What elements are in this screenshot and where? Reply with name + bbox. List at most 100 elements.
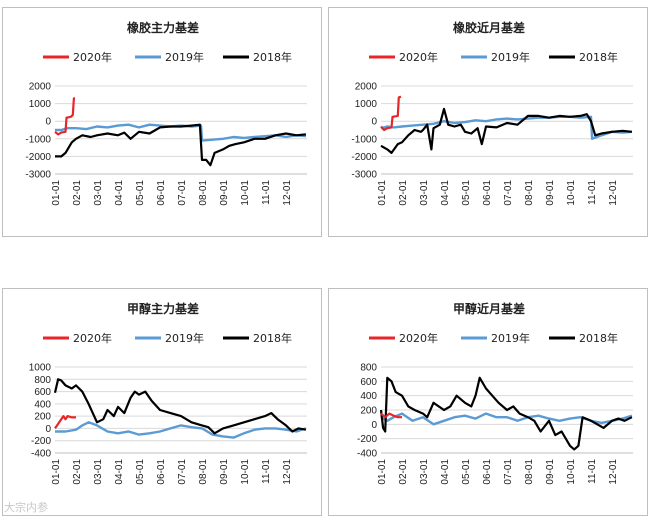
x-tick-label: 08-01 (198, 459, 209, 485)
y-tick-label: -400 (31, 449, 51, 460)
chart-svg: 橡胶近月基差 2020年 2019年 2018年 2000 1000 0 -1000 -2000… (351, 20, 633, 206)
x-tick-label: 06-01 (156, 459, 167, 485)
x-tick-label: 11-01 (261, 459, 272, 484)
y-tick-label: 0 (371, 117, 377, 128)
y-tick-label: -1000 (351, 134, 377, 145)
series-line (55, 421, 307, 439)
y-tick-label: 0 (45, 424, 51, 435)
y-tick-label: 600 (34, 387, 51, 398)
x-tick-label: 04-01 (440, 180, 451, 206)
series-line (54, 97, 75, 136)
x-tick-label: 01-01 (51, 459, 62, 485)
x-tick-label: 03-01 (419, 459, 430, 485)
x-tick-label: 07-01 (177, 180, 188, 206)
x-tick-label: 05-01 (135, 459, 146, 485)
y-tick-label: -200 (31, 436, 51, 447)
series-line (380, 412, 402, 419)
x-tick-label: 11-01 (261, 180, 272, 205)
x-tick-label: 02-01 (72, 180, 83, 206)
legend-label: 2019年 (165, 331, 204, 345)
series-line (55, 123, 307, 167)
x-tick-label: 08-01 (198, 180, 209, 206)
legend-label: 2019年 (491, 50, 530, 64)
legend-label: 2020年 (399, 50, 438, 64)
x-tick-label: 12-01 (282, 459, 293, 485)
legend-label: 2018年 (579, 331, 618, 345)
y-tick-label: -3000 (25, 170, 51, 181)
y-tick-label: 1000 (29, 363, 52, 374)
x-tick-label: 03-01 (93, 180, 104, 206)
x-tick-label: 02-01 (398, 180, 409, 206)
watermark-text: 大宗内参 (4, 501, 48, 514)
chart-svg: 橡胶主力基差 2020年 2019年 2018年 2000 1000 0 -1000 -2000… (25, 20, 307, 206)
series-line (380, 115, 633, 140)
x-tick-label: 10-01 (566, 459, 577, 485)
y-tick-label: 400 (34, 399, 51, 410)
y-tick-label: 200 (34, 412, 51, 423)
x-tick-label: 12-01 (608, 459, 619, 485)
legend-label: 2020年 (399, 331, 438, 345)
legend-label: 2019年 (491, 331, 530, 345)
x-tick-label: 08-01 (524, 459, 535, 485)
y-tick-label: 2000 (29, 82, 52, 93)
legend-label: 2020年 (73, 331, 112, 345)
y-tick-label: 0 (45, 117, 51, 128)
x-tick-label: 09-01 (545, 459, 556, 485)
legend-label: 2018年 (253, 50, 292, 64)
chart-svg: 甲醇近月基差 2020年 2019年 2018年 800 600 400 200 0 -200 -4… (357, 301, 633, 485)
x-tick-label: 07-01 (503, 459, 514, 485)
x-tick-label: 08-01 (524, 180, 535, 206)
chart-panel-rubber-main: 橡胶主力基差 2020年 2019年 2018年 2000 1000 0 -1000 -2000… (2, 7, 322, 237)
y-tick-label: -200 (357, 434, 377, 445)
x-tick-label: 02-01 (72, 459, 83, 485)
x-tick-label: 06-01 (482, 459, 493, 485)
legend-label: 2018年 (253, 331, 292, 345)
y-tick-label: -3000 (351, 170, 377, 181)
chart-title: 橡胶主力基差 (127, 20, 199, 35)
x-tick-label: 10-01 (240, 180, 251, 206)
chart-title: 甲醇主力基差 (127, 301, 199, 316)
x-tick-label: 05-01 (461, 180, 472, 206)
y-tick-label: 800 (34, 375, 51, 386)
chart-title: 橡胶近月基差 (453, 20, 525, 35)
x-tick-label: 03-01 (419, 180, 430, 206)
x-tick-label: 03-01 (93, 459, 104, 485)
x-tick-label: 12-01 (608, 180, 619, 206)
x-tick-label: 09-01 (219, 459, 230, 485)
y-tick-label: 200 (360, 406, 377, 417)
legend-label: 2018年 (579, 50, 618, 64)
y-tick-label: 800 (360, 363, 377, 374)
x-tick-label: 01-01 (377, 180, 388, 206)
chart-panel-methanol-near: 甲醇近月基差 2020年 2019年 2018年 800 600 400 200 0 -200 -4… (328, 288, 648, 516)
x-tick-label: 05-01 (461, 459, 472, 485)
x-tick-label: 07-01 (503, 180, 514, 206)
y-tick-label: 2000 (355, 82, 378, 93)
x-tick-label: 09-01 (545, 180, 556, 206)
x-tick-label: 10-01 (240, 459, 251, 485)
x-tick-label: 04-01 (114, 180, 125, 206)
y-tick-label: 1000 (355, 99, 378, 110)
legend-label: 2019年 (165, 50, 204, 64)
series-line (53, 378, 307, 435)
y-tick-label: 600 (360, 377, 377, 388)
x-tick-label: 05-01 (135, 180, 146, 206)
x-tick-label: 11-01 (587, 459, 598, 484)
x-tick-label: 04-01 (114, 459, 125, 485)
x-tick-label: 11-01 (587, 180, 598, 205)
x-tick-label: 06-01 (482, 180, 493, 206)
x-tick-label: 04-01 (440, 459, 451, 485)
chart-title: 甲醇近月基差 (453, 301, 525, 316)
series-line (54, 415, 76, 430)
x-tick-label: 01-01 (377, 459, 388, 485)
series-line (379, 376, 633, 451)
y-tick-label: 1000 (29, 99, 52, 110)
x-tick-label: 07-01 (177, 459, 188, 485)
x-tick-label: 01-01 (51, 180, 62, 206)
x-tick-label: 02-01 (398, 459, 409, 485)
y-tick-label: -400 (357, 449, 377, 460)
x-tick-label: 09-01 (219, 180, 230, 206)
y-tick-label: -2000 (351, 152, 377, 163)
y-tick-label: 0 (371, 420, 377, 431)
legend-label: 2020年 (73, 50, 112, 64)
